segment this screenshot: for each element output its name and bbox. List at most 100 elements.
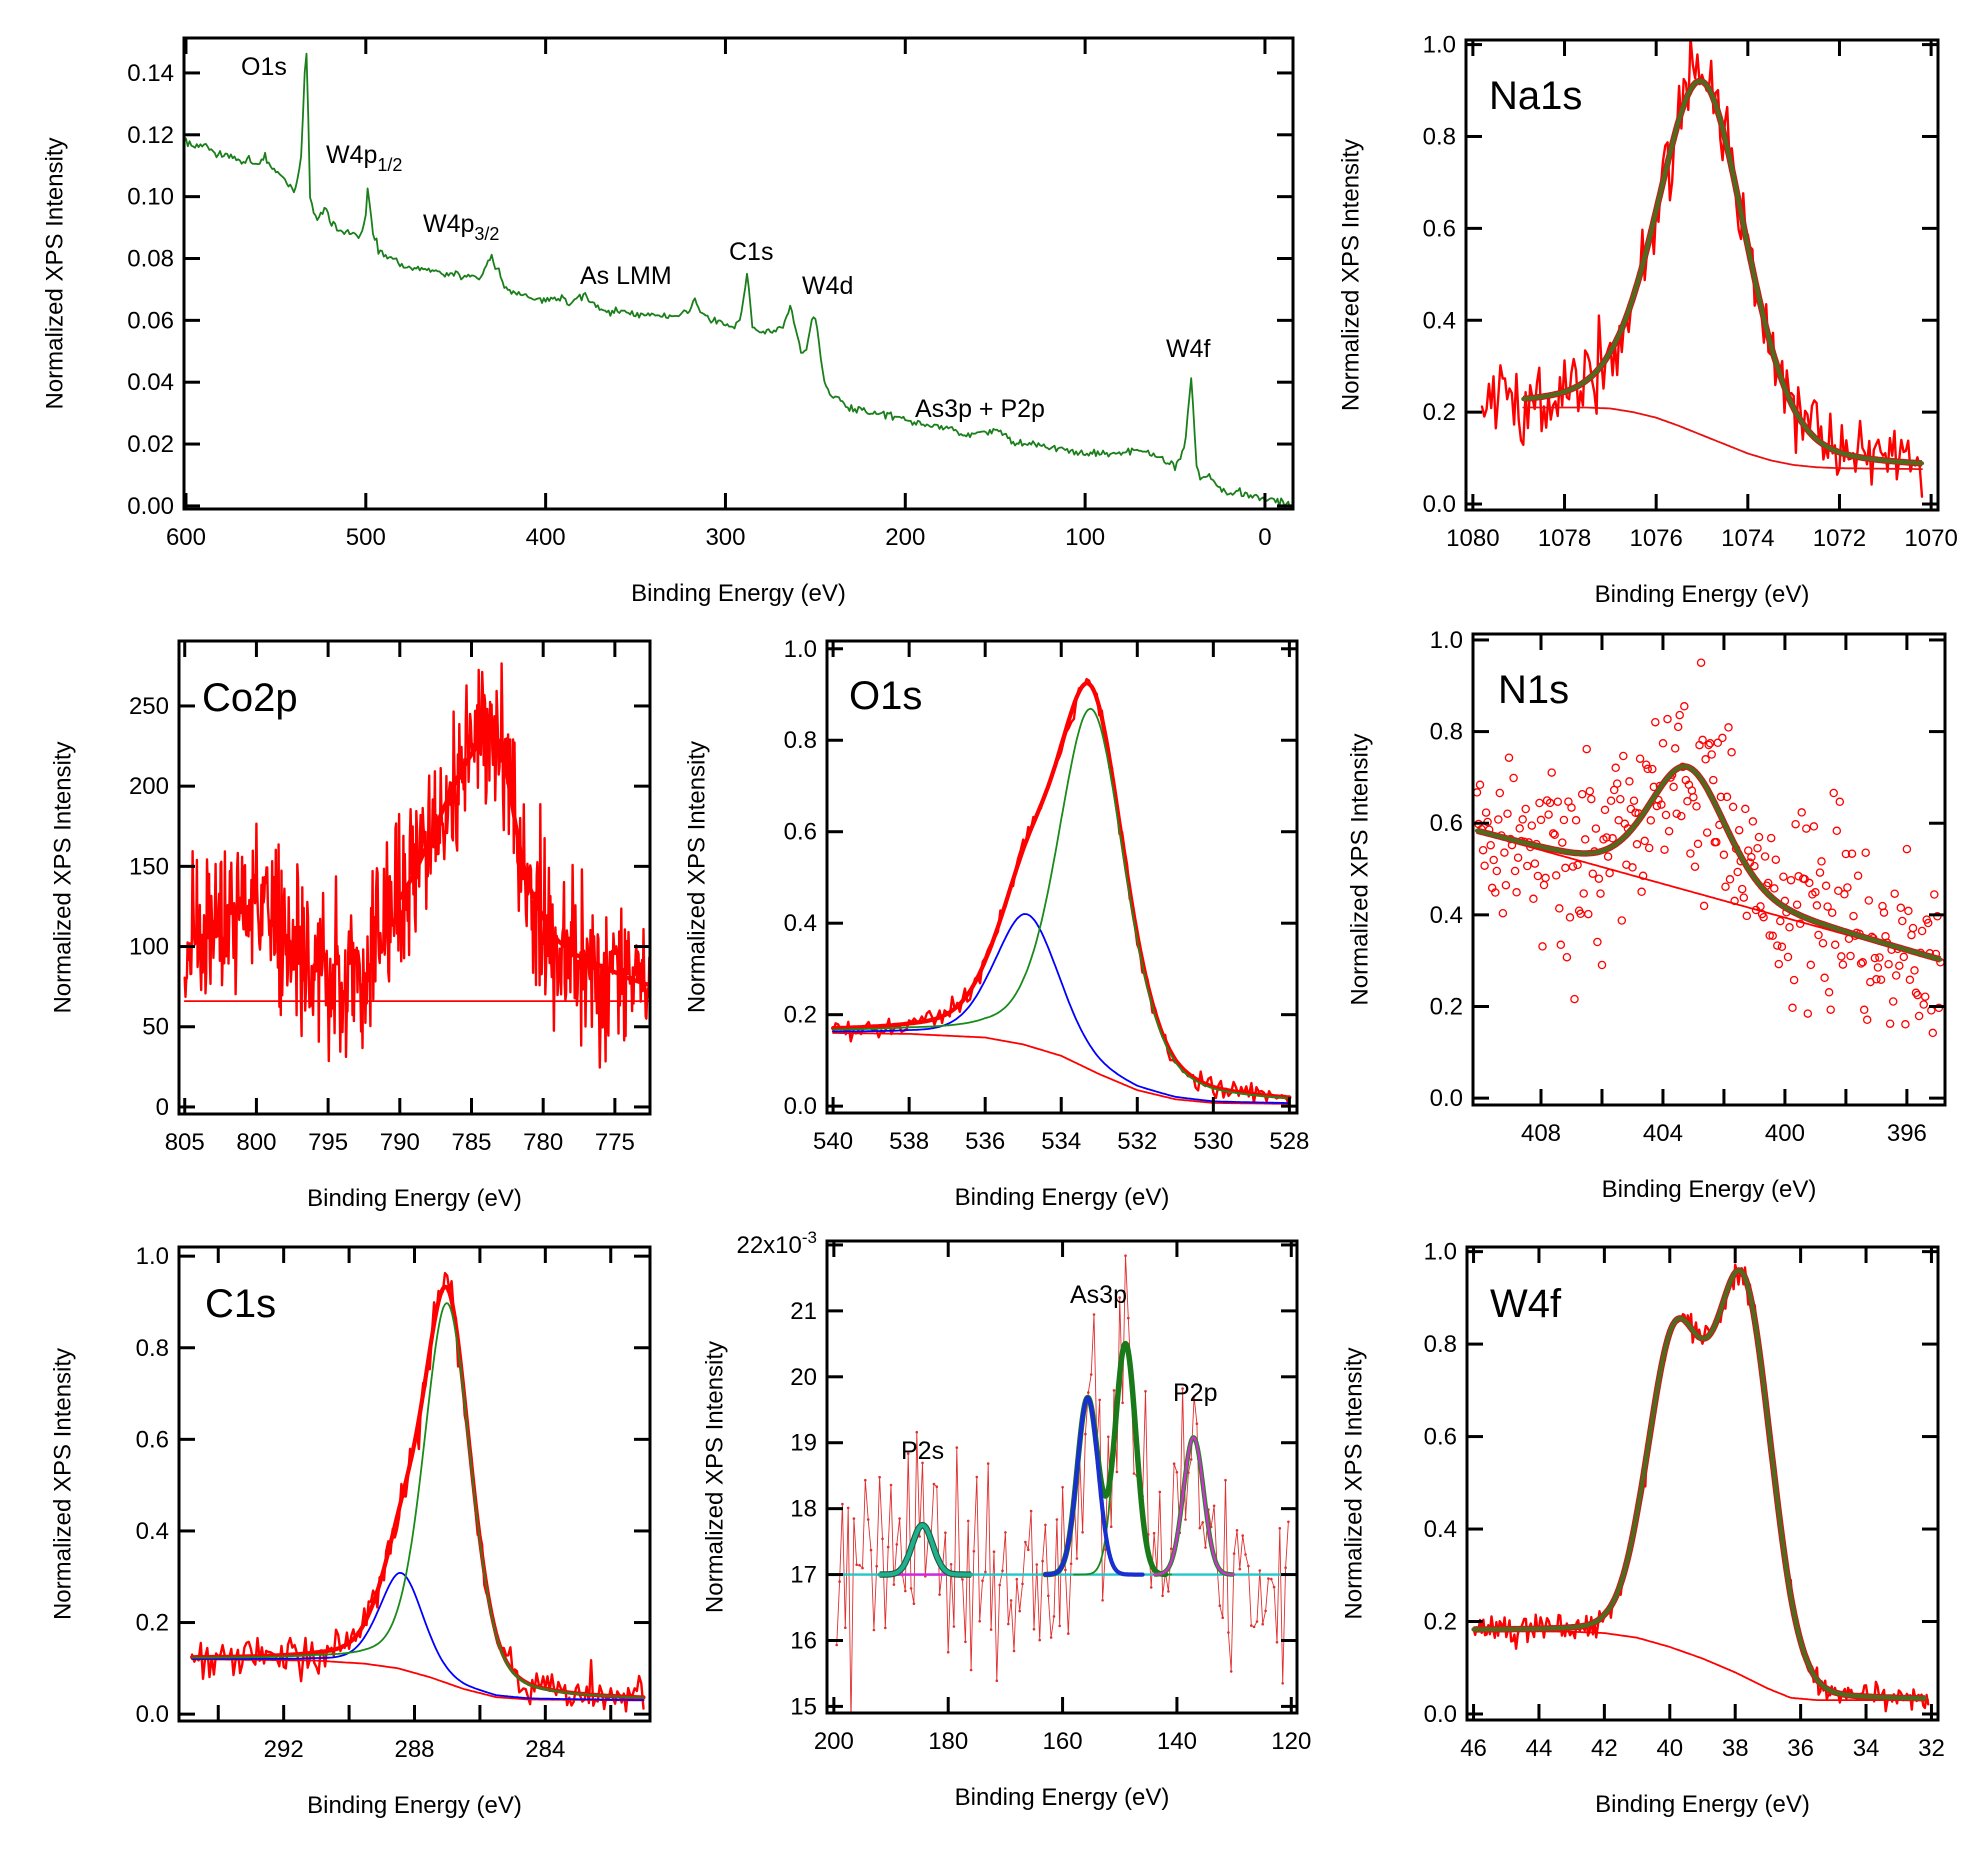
data-point bbox=[1588, 869, 1598, 878]
x-tick-label: 528 bbox=[1269, 1128, 1309, 1155]
data-point bbox=[1748, 817, 1758, 826]
y-tick-label: 1.0 bbox=[1424, 1239, 1457, 1266]
data-point bbox=[1902, 844, 1912, 854]
y-tick-label-exponent: -3 bbox=[802, 1228, 817, 1247]
y-tick-label-text: 0.08 bbox=[127, 246, 174, 273]
data-point bbox=[858, 1564, 861, 1567]
data-point bbox=[1545, 798, 1555, 808]
series-fit bbox=[1521, 78, 1925, 466]
data-point bbox=[1827, 908, 1837, 917]
data-point bbox=[866, 1518, 870, 1521]
data-point bbox=[1763, 878, 1773, 888]
y-tick-label-text: 0.6 bbox=[1430, 810, 1463, 837]
data-point bbox=[1898, 916, 1907, 926]
peak-annotation: W4p3/2 bbox=[423, 210, 499, 244]
series-fit bbox=[397, 733, 650, 988]
y-tick-label-text: 0.4 bbox=[1424, 1516, 1457, 1543]
y-tick-label: 0.4 bbox=[136, 1518, 169, 1545]
data-point bbox=[1768, 931, 1777, 941]
plot-frame bbox=[1464, 38, 1940, 512]
data-point bbox=[884, 1626, 887, 1630]
x-tick-label: 396 bbox=[1887, 1120, 1927, 1147]
data-point bbox=[1567, 803, 1576, 812]
data-point bbox=[1596, 889, 1605, 898]
data-point bbox=[1192, 1395, 1196, 1398]
data-point bbox=[1084, 1432, 1087, 1436]
y-tick-label: 0.2 bbox=[1424, 1609, 1457, 1636]
data-point bbox=[1227, 1631, 1230, 1634]
y-tick-label-text: 0.2 bbox=[784, 1002, 817, 1029]
data-point bbox=[1032, 1627, 1036, 1631]
y-tick-label-text: 1.0 bbox=[1423, 32, 1456, 59]
y-tick-label: 0.12 bbox=[127, 122, 174, 149]
peak-annotation: P2p bbox=[1173, 1379, 1217, 1407]
data-point bbox=[1504, 753, 1514, 762]
y-axis-title: Normalized XPS Intensity bbox=[1347, 733, 1374, 1005]
data-point bbox=[1024, 1540, 1027, 1544]
y-tick-label: 1.0 bbox=[1430, 627, 1463, 654]
y-tick-label-text: 0.2 bbox=[1423, 399, 1456, 426]
x-tick-label: 790 bbox=[380, 1129, 420, 1156]
data-point bbox=[964, 1640, 967, 1644]
panel-n1s: 408 404 400 396 0.0 0.2 0.4 0.6 0.8 1.0 Binding En… bbox=[1347, 627, 1947, 1203]
y-tick-label: 0.8 bbox=[136, 1335, 169, 1362]
series-fit bbox=[1471, 1268, 1927, 1701]
data-point bbox=[955, 1446, 959, 1449]
data-point bbox=[1021, 1582, 1024, 1586]
data-point bbox=[1817, 857, 1826, 866]
data-point bbox=[1272, 1585, 1276, 1589]
data-point bbox=[1646, 816, 1656, 825]
data-point bbox=[1521, 804, 1530, 814]
data-point bbox=[1512, 888, 1521, 897]
x-axis-title: Binding Energy (eV) bbox=[631, 580, 846, 607]
data-point bbox=[1204, 1546, 1207, 1549]
data-point bbox=[909, 1587, 913, 1590]
data-point bbox=[1690, 862, 1700, 871]
data-point bbox=[1818, 938, 1828, 948]
panel-o1s: 540 538 536 534 532 530 528 0.0 0.2 0.4 0.6 0.8 1.0 B… bbox=[684, 636, 1310, 1211]
x-tick-label: 800 bbox=[236, 1129, 276, 1156]
data-point bbox=[869, 1548, 873, 1552]
data-point bbox=[1118, 1296, 1121, 1299]
plot-area bbox=[1473, 658, 1945, 1038]
data-point bbox=[998, 1583, 1001, 1587]
y-tick-label: 19 bbox=[790, 1430, 817, 1457]
peak-annotation: W4d bbox=[802, 272, 853, 300]
series-component-1 bbox=[191, 1572, 645, 1701]
data-point bbox=[1115, 1470, 1119, 1474]
peak-annotation-text: As3p bbox=[1070, 1281, 1127, 1309]
y-tick-label-text: 1.0 bbox=[136, 1243, 169, 1270]
peak-annotation-text: O1s bbox=[241, 53, 287, 81]
data-point bbox=[881, 1537, 884, 1541]
y-tick-label-text: 1.0 bbox=[784, 636, 817, 663]
data-point bbox=[1038, 1638, 1041, 1642]
data-point bbox=[1495, 788, 1505, 798]
data-point bbox=[1846, 951, 1855, 961]
data-point bbox=[1553, 797, 1563, 806]
data-point bbox=[1923, 918, 1933, 928]
data-point bbox=[1901, 1020, 1910, 1029]
x-tick-label: 42 bbox=[1591, 1735, 1618, 1762]
data-point bbox=[1829, 788, 1838, 798]
data-point bbox=[1252, 1625, 1256, 1629]
data-point bbox=[892, 1583, 896, 1586]
series-component-0 bbox=[832, 707, 1291, 1100]
data-point bbox=[1802, 824, 1811, 833]
data-point bbox=[1579, 889, 1588, 898]
data-point bbox=[1663, 714, 1672, 724]
y-tick-label: 0.8 bbox=[784, 727, 817, 754]
data-point bbox=[1535, 798, 1544, 808]
data-point bbox=[1498, 908, 1508, 918]
data-point bbox=[1704, 740, 1713, 750]
data-point bbox=[1843, 883, 1852, 892]
x-tick-label: 1074 bbox=[1721, 525, 1774, 552]
peak-annotation-text: W4p bbox=[423, 210, 474, 238]
data-point bbox=[1733, 867, 1742, 877]
x-tick-label: 530 bbox=[1193, 1128, 1233, 1155]
data-point bbox=[1244, 1553, 1247, 1556]
data-point bbox=[1041, 1559, 1044, 1563]
data-point bbox=[1132, 1472, 1136, 1475]
y-tick-label-text: 0.2 bbox=[136, 1610, 169, 1637]
y-tick-label-text: 0.06 bbox=[127, 307, 174, 334]
data-point bbox=[1593, 937, 1602, 947]
